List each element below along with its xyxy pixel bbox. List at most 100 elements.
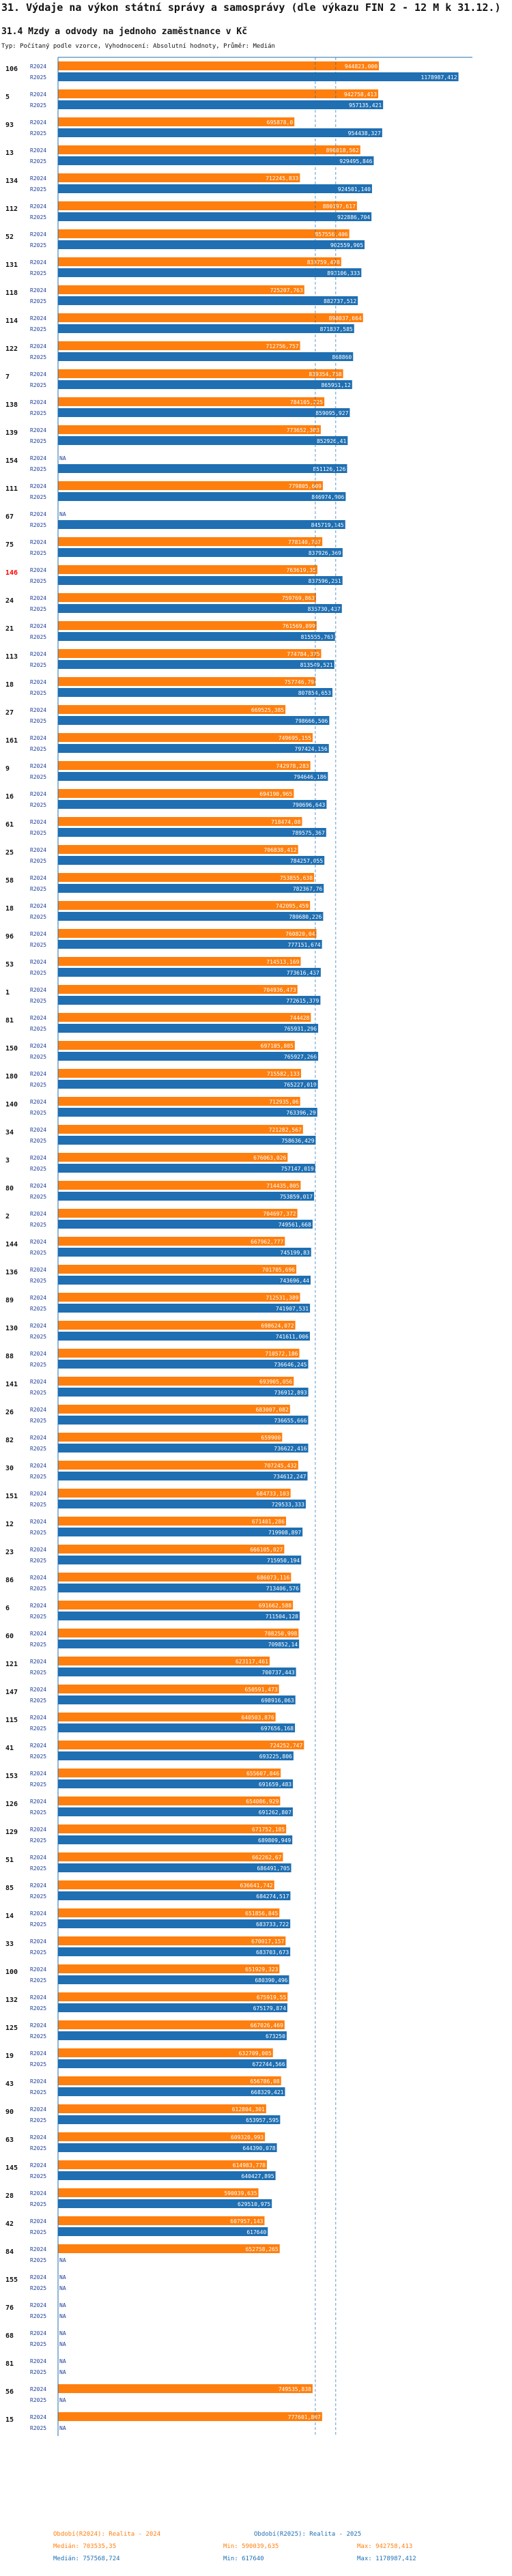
- bar-2024: [58, 2076, 281, 2085]
- bar-2025: [58, 296, 358, 305]
- series-label-2024: R2024: [30, 1771, 46, 1777]
- bar-2025: [58, 464, 347, 473]
- series-label-2025: R2025: [30, 998, 46, 1004]
- bar-2024: [58, 229, 350, 238]
- series-label-2024: R2024: [30, 1463, 46, 1469]
- value-label-2024: 669525,385: [251, 707, 284, 713]
- value-label-2025: 653957,595: [246, 2117, 279, 2123]
- bar-2024: [58, 89, 379, 98]
- row-id-label: 122: [5, 345, 18, 353]
- bar-2025: [58, 1556, 302, 1564]
- row-id-label: 5: [5, 94, 10, 101]
- value-label-2025: 837596,251: [309, 578, 341, 584]
- series-label-2024: R2024: [30, 1267, 46, 1273]
- row-id-label: 112: [5, 205, 18, 213]
- series-label-2024: R2024: [30, 2274, 46, 2280]
- series-label-2024: R2024: [30, 1043, 46, 1049]
- series-label-2024: R2024: [30, 679, 46, 685]
- series-label-2024: R2024: [30, 175, 46, 182]
- bar-2024: [58, 1097, 300, 1106]
- row-id-label: 28: [5, 2192, 14, 2200]
- row-id-label: 161: [5, 737, 18, 745]
- series-label-2025: R2025: [30, 1781, 46, 1788]
- series-label-2025: R2025: [30, 1642, 46, 1648]
- series-label-2024: R2024: [30, 1603, 46, 1609]
- series-label-2024: R2024: [30, 1631, 46, 1637]
- series-label-2024: R2024: [30, 931, 46, 937]
- series-label-2024: R2024: [30, 1351, 46, 1357]
- series-label-2025: R2025: [30, 1222, 46, 1228]
- row-id-label: 7: [5, 373, 10, 381]
- series-label-2024: R2024: [30, 2358, 46, 2364]
- value-label-2024: 609320,993: [231, 2134, 264, 2141]
- series-label-2024: R2024: [30, 147, 46, 154]
- series-label-2025: R2025: [30, 1418, 46, 1424]
- row-id-label: 33: [5, 1941, 14, 1948]
- value-label-2025: 868860: [332, 354, 352, 360]
- value-label-2024: 667962,777: [251, 1239, 283, 1245]
- series-label-2025: R2025: [30, 1390, 46, 1396]
- series-label-2025: R2025: [30, 1726, 46, 1732]
- series-label-2025: R2025: [30, 1082, 46, 1088]
- series-label-2025: R2025: [30, 1558, 46, 1564]
- value-label-2025: 837926,369: [309, 550, 341, 556]
- series-label-2025: R2025: [30, 2341, 46, 2347]
- series-label-2025: R2025: [30, 214, 46, 220]
- value-label-2025: 782367,76: [293, 886, 323, 892]
- value-label-2025: 691659,483: [259, 1781, 291, 1788]
- series-label-2024: R2024: [30, 1966, 46, 1973]
- value-label-2024: 753855,638: [280, 875, 313, 881]
- series-label-2025: R2025: [30, 130, 46, 137]
- value-label-2025: 715950,194: [267, 1558, 300, 1564]
- bar-2024: [58, 1713, 276, 1721]
- value-label-2025: 871837,585: [320, 326, 353, 332]
- value-label-2024: 712245,833: [266, 175, 298, 182]
- value-label-2024: 651929,323: [245, 1966, 278, 1973]
- bar-2025: [58, 1947, 291, 1956]
- series-label-2025: R2025: [30, 1250, 46, 1256]
- value-label-2025: 882737,512: [324, 298, 356, 304]
- bar-2024: [58, 201, 357, 210]
- bar-2024: [58, 957, 301, 966]
- row-id-label: 6: [5, 1605, 10, 1612]
- series-label-2024: R2024: [30, 875, 46, 881]
- bar-2024: [58, 2104, 266, 2113]
- bar-2024: [58, 425, 321, 434]
- value-label-2024: 590039,635: [224, 2190, 257, 2196]
- series-label-2025: R2025: [30, 2397, 46, 2403]
- row-id-label: 125: [5, 2024, 18, 2032]
- row-id-label: 2: [5, 1213, 10, 1220]
- series-label-2025: R2025: [30, 2229, 46, 2235]
- series-label-2024: R2024: [30, 1379, 46, 1385]
- bar-2024: [58, 1265, 297, 1274]
- value-label-2024: 695878,0: [267, 119, 294, 126]
- series-label-2025: R2025: [30, 1949, 46, 1956]
- series-label-2025: R2025: [30, 270, 46, 276]
- series-label-2024: R2024: [30, 1827, 46, 1833]
- value-label-2024: 691662,588: [259, 1603, 291, 1609]
- series-label-2025: R2025: [30, 186, 46, 192]
- row-id-label: 18: [5, 681, 14, 689]
- value-label-2025: 954438,327: [348, 130, 381, 137]
- value-label-2025: 719908,897: [268, 1530, 301, 1536]
- bar-2024: [58, 1657, 270, 1665]
- bar-2024: [58, 1852, 283, 1861]
- bar-2024: [58, 285, 304, 294]
- series-label-2025: R2025: [30, 2201, 46, 2207]
- bar-2024: [58, 677, 315, 686]
- value-label-2024: 833759,478: [307, 259, 340, 266]
- value-label-2025: 797424,156: [295, 746, 328, 752]
- bar-2025: [58, 1891, 291, 1900]
- value-label-2025: 617640: [246, 2229, 266, 2235]
- row-id-label: 180: [5, 1073, 18, 1081]
- value-label-2024: 676063,026: [253, 1155, 286, 1161]
- value-label-2025: 709852,14: [268, 1642, 298, 1648]
- bar-2025: [58, 1919, 291, 1928]
- value-label-2025: 691262,807: [259, 1809, 291, 1816]
- row-id-label: 52: [5, 233, 14, 241]
- row-id-label: 24: [5, 597, 14, 605]
- value-label-2024: 714513,169: [266, 959, 299, 965]
- bar-2024: [58, 1908, 280, 1917]
- series-label-2025: R2025: [30, 1530, 46, 1536]
- bar-2024: [58, 1685, 279, 1693]
